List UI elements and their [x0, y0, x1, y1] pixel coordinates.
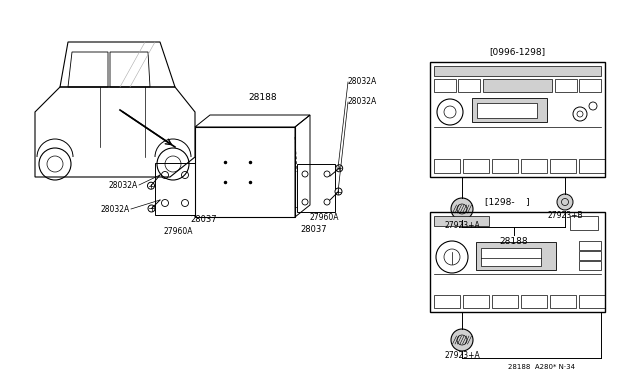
- Text: 28188  A280* N·34: 28188 A280* N·34: [508, 364, 575, 370]
- Circle shape: [335, 188, 342, 195]
- Bar: [550, 295, 576, 308]
- Bar: [297, 164, 335, 212]
- Bar: [579, 241, 601, 250]
- Bar: [579, 79, 601, 92]
- Text: 28037: 28037: [300, 224, 326, 234]
- Text: 27923+A: 27923+A: [444, 352, 480, 360]
- Text: 27923+B: 27923+B: [547, 212, 583, 221]
- Text: 28188: 28188: [499, 237, 528, 246]
- Bar: [477, 103, 537, 118]
- Bar: [458, 79, 480, 92]
- Bar: [579, 261, 601, 270]
- Text: 28032A: 28032A: [109, 180, 138, 189]
- Text: 27923+A: 27923+A: [444, 221, 480, 230]
- Circle shape: [336, 165, 342, 172]
- Circle shape: [557, 194, 573, 210]
- Bar: [481, 248, 541, 266]
- Bar: [434, 159, 460, 173]
- Text: 28188: 28188: [248, 93, 276, 102]
- Text: 28032A: 28032A: [348, 97, 377, 106]
- Bar: [492, 295, 518, 308]
- Bar: [492, 159, 518, 173]
- Bar: [521, 295, 547, 308]
- Text: 28037: 28037: [190, 215, 216, 224]
- Bar: [434, 79, 456, 92]
- Text: [1298-    ]: [1298- ]: [485, 198, 530, 206]
- Bar: [155, 163, 195, 215]
- Bar: [195, 127, 295, 217]
- Bar: [570, 216, 598, 230]
- Bar: [579, 159, 605, 173]
- Circle shape: [148, 205, 155, 212]
- Circle shape: [147, 182, 154, 189]
- Bar: [550, 159, 576, 173]
- Text: 27960A: 27960A: [310, 212, 339, 221]
- Text: 28032A: 28032A: [348, 77, 377, 87]
- Bar: [434, 66, 601, 76]
- Circle shape: [451, 329, 473, 351]
- Bar: [430, 212, 605, 312]
- Bar: [434, 216, 489, 226]
- Text: [0996-1298]: [0996-1298]: [490, 48, 545, 57]
- Bar: [434, 295, 460, 308]
- Bar: [483, 79, 552, 92]
- Bar: [463, 295, 489, 308]
- Bar: [463, 159, 489, 173]
- Bar: [521, 159, 547, 173]
- Bar: [579, 295, 605, 308]
- Bar: [472, 98, 547, 122]
- Bar: [476, 242, 556, 270]
- Bar: [555, 79, 577, 92]
- Circle shape: [451, 198, 473, 220]
- Text: 27960A: 27960A: [163, 228, 193, 237]
- Bar: [430, 62, 605, 177]
- Bar: [579, 251, 601, 260]
- Text: 28032A: 28032A: [100, 205, 130, 214]
